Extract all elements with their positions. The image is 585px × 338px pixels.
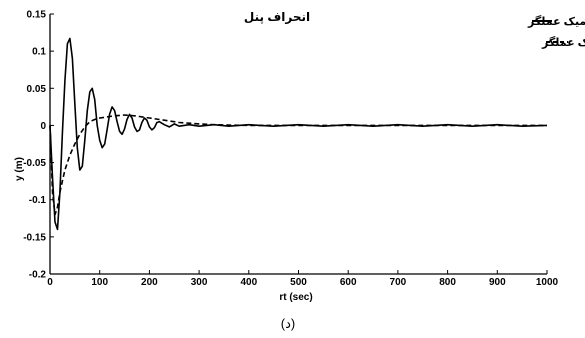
series-line-dashed <box>49 114 547 216</box>
legend-label-dashed: بدون دینامیک عملگر <box>541 36 585 49</box>
y-tick-label: 0 <box>40 121 46 132</box>
x-axis-label: rt (sec) <box>279 292 312 303</box>
y-tick-label: 0.15 <box>27 10 47 21</box>
x-tick-label: 700 <box>390 277 407 288</box>
legend-item-solid: با دینامیک عملگر <box>527 15 585 28</box>
y-tick-label: -0.05 <box>23 158 46 169</box>
series-line-solid <box>49 37 548 231</box>
x-tick-label: 800 <box>439 277 456 288</box>
x-tick-label: 500 <box>290 277 307 288</box>
y-axis-label: y (m) <box>14 157 25 181</box>
x-tick-label: 200 <box>141 277 158 288</box>
legend-label-solid: با دینامیک عملگر <box>527 15 585 28</box>
x-tick-label: 400 <box>240 277 257 288</box>
figure-caption: (د) <box>281 316 295 331</box>
x-tick-label: 300 <box>191 277 208 288</box>
y-tick-label: 0.1 <box>32 47 46 58</box>
x-tick-label: 0 <box>47 277 53 288</box>
legend: با دینامیک عملگر بدون دینامیک عملگر <box>527 15 585 49</box>
x-tick-label: 100 <box>91 277 108 288</box>
chart-title: انحراف پنل <box>244 10 310 24</box>
legend-item-dashed: بدون دینامیک عملگر <box>541 36 585 49</box>
y-tick-label: -0.15 <box>23 232 46 243</box>
x-tick-label: 1000 <box>536 277 559 288</box>
y-tick-label: -0.1 <box>29 195 47 206</box>
x-tick-label: 900 <box>489 277 506 288</box>
x-tick-label: 600 <box>340 277 357 288</box>
series-layer <box>49 37 548 231</box>
y-tick-label: -0.2 <box>29 270 47 281</box>
axes: 0 100 200 300 400 500 600 700 800 900 1000 0.15 0.1 0… <box>23 10 558 289</box>
y-tick-label: 0.05 <box>27 84 47 95</box>
